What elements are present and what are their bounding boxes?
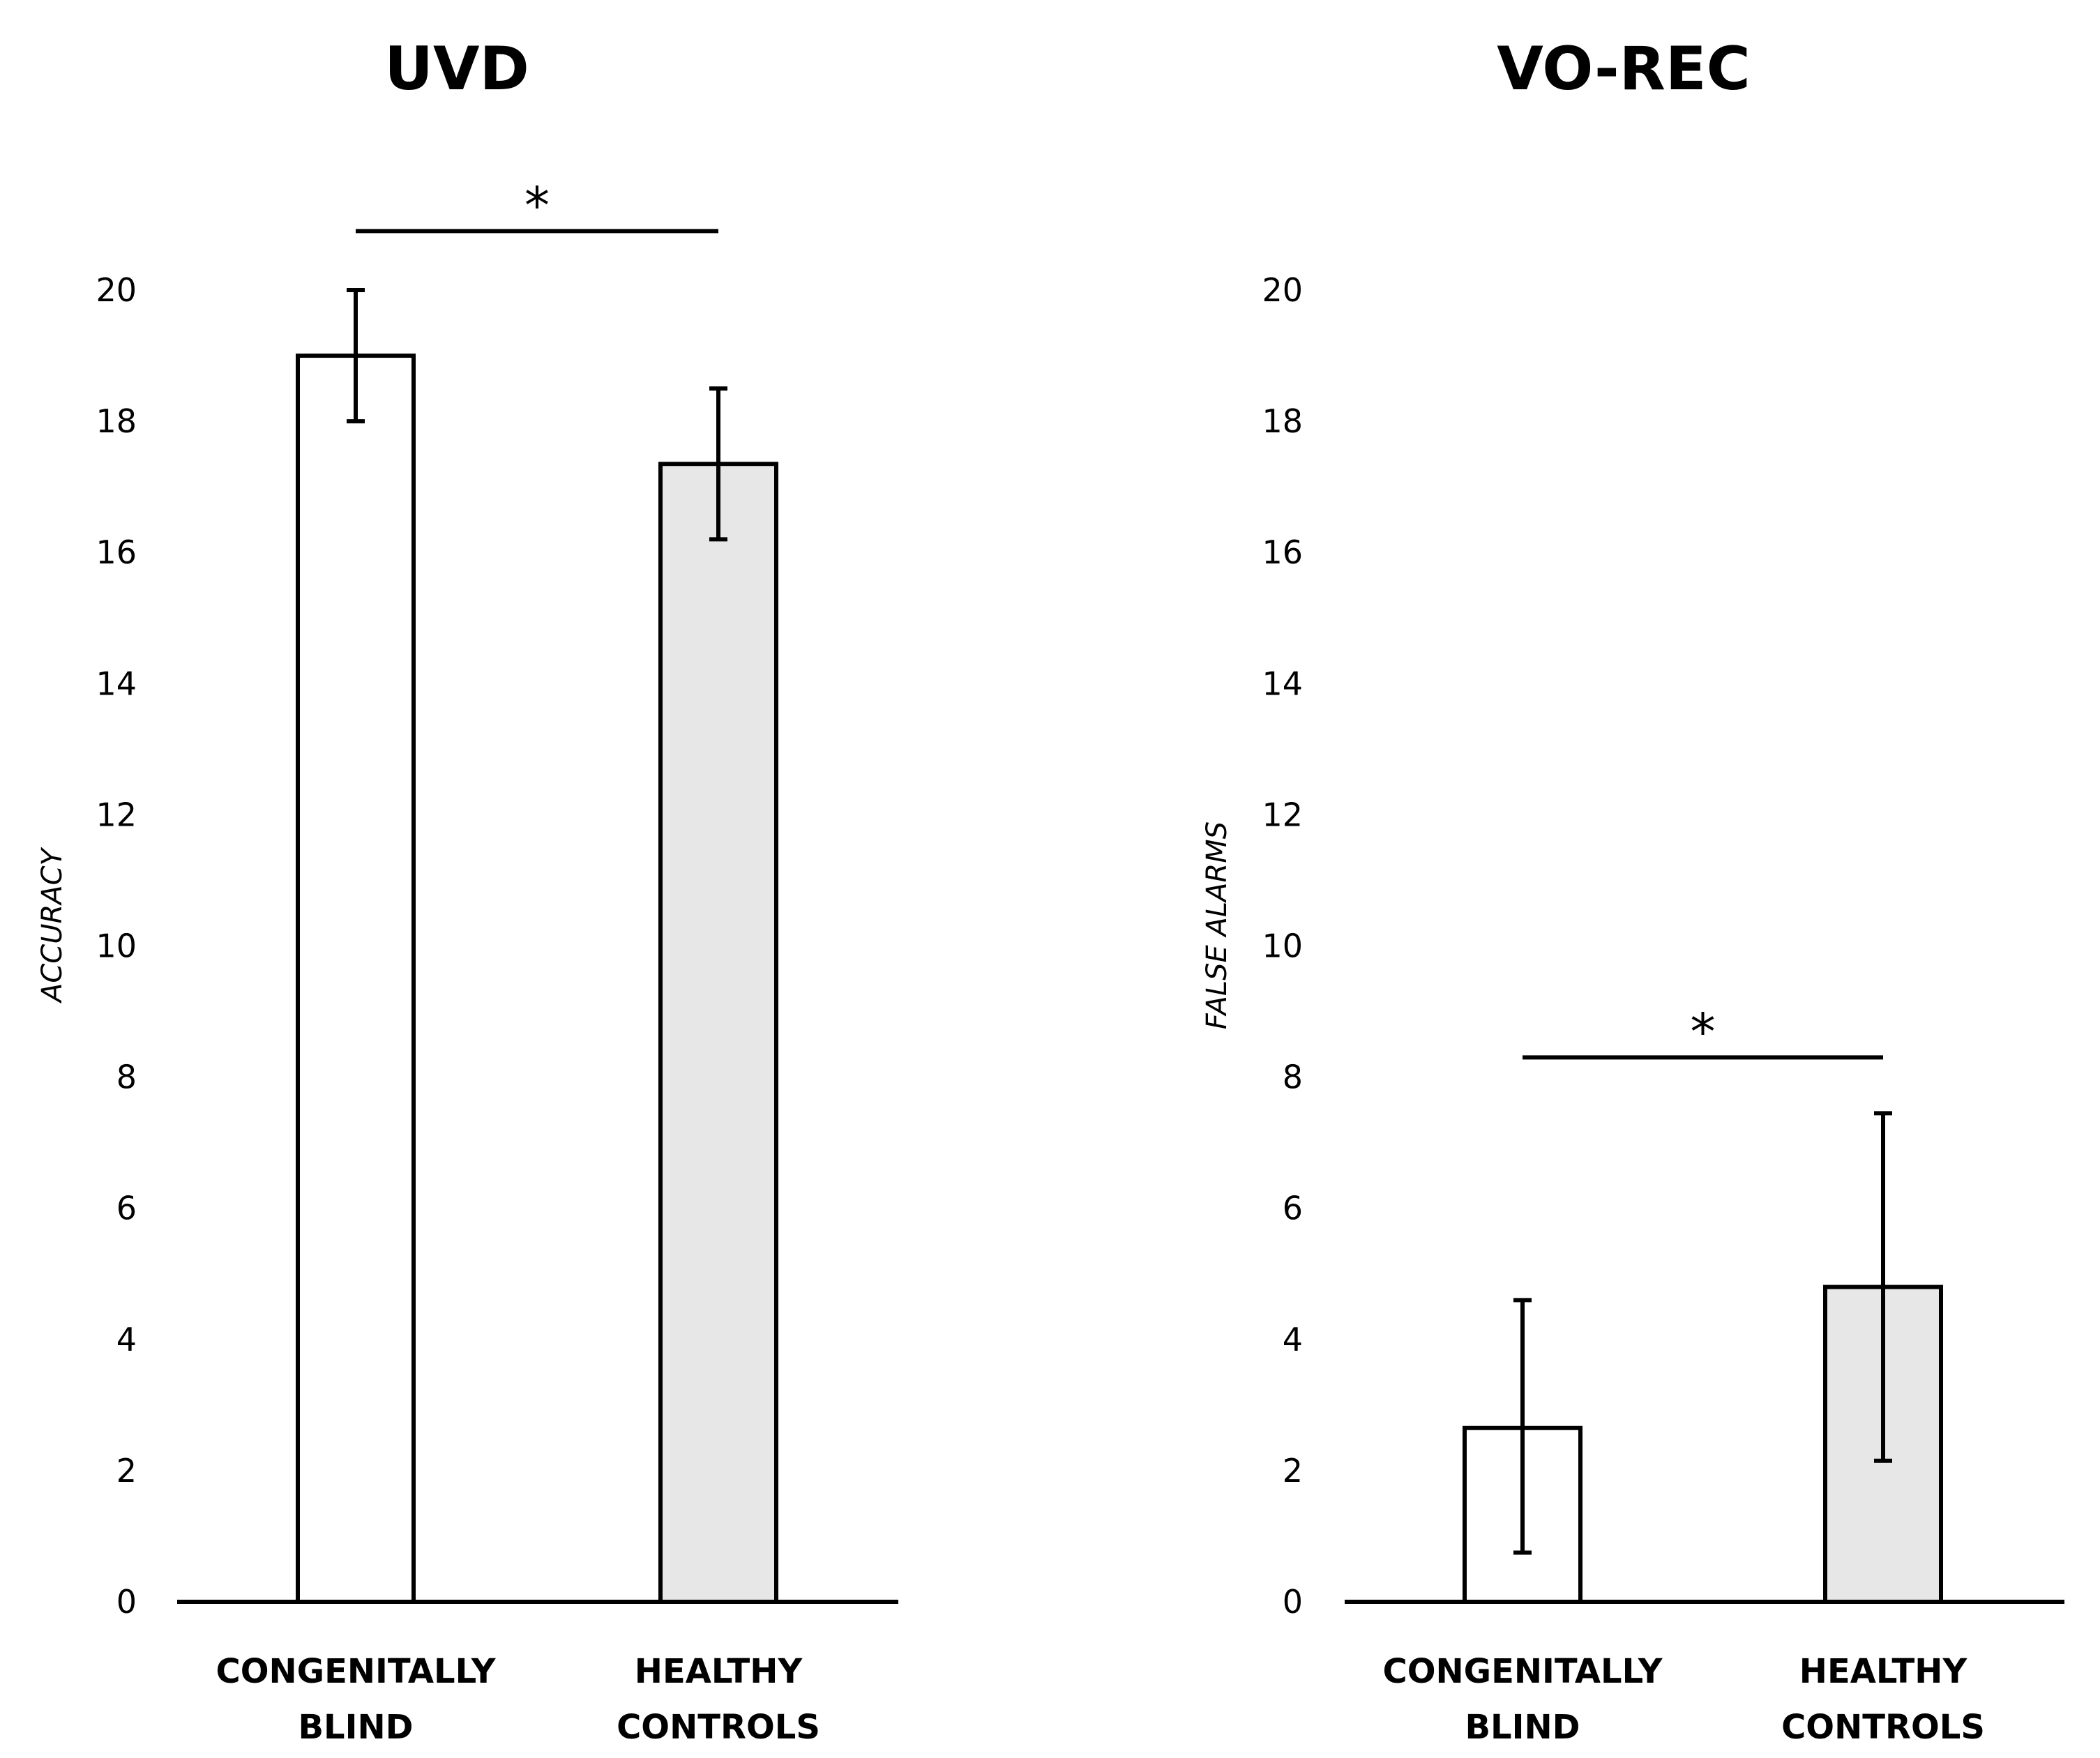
y-tick-label: 6 xyxy=(116,1190,137,1227)
category-label: BLIND xyxy=(298,1708,413,1747)
figure: UVD02468101214161820ACCURACYCONGENITALLY… xyxy=(0,0,2100,1758)
y-tick-label: 18 xyxy=(96,402,137,440)
chart-title: VO-REC xyxy=(1497,34,1751,104)
bar xyxy=(298,356,414,1602)
y-tick-label: 0 xyxy=(1283,1583,1303,1621)
y-tick-label: 12 xyxy=(96,796,137,833)
y-tick-label: 2 xyxy=(1283,1452,1303,1490)
bar xyxy=(660,464,776,1602)
y-axis-label: FALSE ALARMS xyxy=(1201,821,1233,1029)
y-axis-label: ACCURACY xyxy=(36,846,68,1004)
y-tick-label: 20 xyxy=(1262,271,1303,309)
y-tick-label: 4 xyxy=(1283,1321,1303,1358)
y-tick-label: 14 xyxy=(1262,665,1303,702)
category-label: CONGENITALLY xyxy=(1382,1652,1663,1691)
category-label: HEALTHY xyxy=(1799,1652,1968,1691)
y-tick-label: 10 xyxy=(96,927,137,965)
chart-title: UVD xyxy=(384,34,529,104)
y-tick-label: 6 xyxy=(1283,1190,1303,1227)
y-tick-label: 14 xyxy=(96,665,137,702)
y-tick-label: 20 xyxy=(96,271,137,309)
y-tick-label: 16 xyxy=(96,533,137,571)
significance-marker: * xyxy=(524,176,550,234)
y-tick-label: 12 xyxy=(1262,796,1303,833)
y-tick-label: 0 xyxy=(116,1583,137,1621)
significance-marker: * xyxy=(1691,1002,1716,1061)
y-tick-label: 10 xyxy=(1262,927,1303,965)
y-tick-label: 18 xyxy=(1262,402,1303,440)
category-label: CONTROLS xyxy=(1781,1708,1985,1747)
y-tick-label: 16 xyxy=(1262,533,1303,571)
y-tick-label: 8 xyxy=(1283,1059,1303,1096)
category-label: CONGENITALLY xyxy=(216,1652,496,1691)
y-tick-label: 4 xyxy=(116,1321,137,1358)
y-tick-label: 8 xyxy=(116,1059,137,1096)
category-label: CONTROLS xyxy=(617,1708,820,1747)
category-label: HEALTHY xyxy=(635,1652,803,1691)
y-tick-label: 2 xyxy=(116,1452,137,1490)
category-label: BLIND xyxy=(1465,1708,1580,1747)
